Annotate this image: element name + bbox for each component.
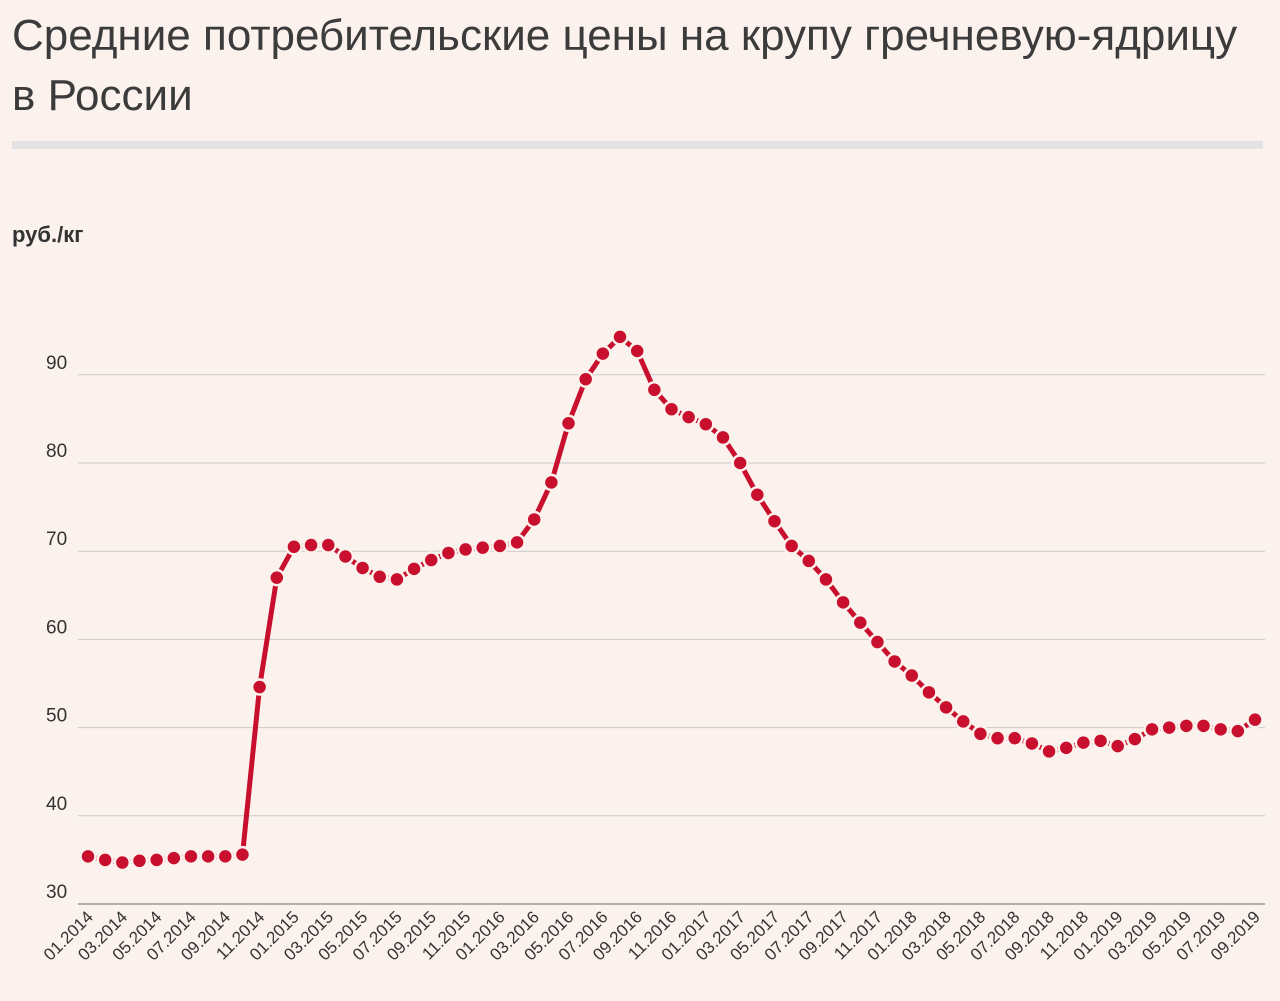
data-point-01.2018	[903, 666, 921, 685]
data-point-05.2018	[971, 725, 990, 743]
data-point-11.2016	[662, 400, 681, 418]
data-point-12.2015	[473, 538, 492, 557]
data-point-01.2016	[491, 537, 509, 555]
data-point-06.2017	[782, 537, 801, 555]
data-point-06.2015	[371, 568, 389, 586]
data-point-09.2014	[216, 847, 235, 866]
data-point-06.2019	[1194, 717, 1213, 735]
data-point-04.2015	[336, 547, 355, 566]
data-point-12.2014	[268, 568, 286, 587]
data-point-10.2018	[1057, 739, 1075, 757]
chart-title: Средние потребительские цены на крупу гр…	[12, 11, 1238, 120]
data-point-06.2016	[576, 370, 595, 388]
data-point-09.2015	[422, 551, 440, 569]
data-point-08.2019	[1229, 722, 1247, 740]
data-point-02.2014	[96, 851, 114, 869]
data-point-01.2014	[79, 847, 97, 866]
data-point-05.2014	[147, 851, 166, 869]
data-point-08.2018	[1023, 734, 1041, 753]
data-point-04.2019	[1160, 718, 1178, 737]
data-point-07.2019	[1211, 720, 1230, 739]
data-point-07.2015	[388, 570, 406, 589]
data-point-06.2014	[165, 849, 183, 867]
data-point-11.2018	[1074, 733, 1093, 752]
y-tick-label-90: 90	[46, 353, 67, 374]
data-point-03.2015	[319, 536, 338, 554]
data-point-10.2016	[645, 381, 664, 399]
data-point-09.2019	[1246, 710, 1264, 729]
data-point-08.2016	[611, 328, 629, 346]
x-axis-ticks: 01.201403.201405.201407.201409.201411.20…	[40, 907, 1264, 964]
data-point-05.2019	[1177, 717, 1196, 735]
data-point-08.2017	[817, 570, 835, 589]
data-point-04.2014	[130, 852, 149, 870]
data-point-02.2018	[920, 683, 938, 702]
data-point-01.2015	[285, 538, 303, 556]
data-point-05.2017	[765, 512, 784, 530]
data-point-05.2015	[353, 559, 372, 577]
data-point-02.2017	[714, 428, 732, 447]
title-divider	[12, 141, 1263, 149]
data-point-07.2014	[182, 847, 200, 866]
data-point-06.2018	[988, 729, 1007, 747]
data-point-10.2015	[439, 544, 458, 562]
data-point-09.2018	[1040, 742, 1058, 761]
data-point-05.2016	[559, 414, 578, 433]
gridlines	[78, 374, 1265, 905]
data-point-07.2016	[594, 344, 612, 363]
y-tick-label-70: 70	[46, 529, 67, 550]
y-tick-label-60: 60	[46, 617, 67, 638]
data-point-07.2017	[800, 552, 818, 570]
data-point-10.2017	[851, 613, 870, 632]
y-tick-label-40: 40	[46, 794, 67, 815]
y-tick-label-30: 30	[46, 882, 67, 903]
data-point-04.2017	[748, 486, 767, 504]
data-point-02.2016	[508, 533, 526, 552]
data-point-03.2017	[731, 454, 749, 472]
data-point-03.2014	[113, 853, 132, 872]
data-point-04.2016	[542, 473, 561, 492]
y-axis-ticks: 30 40 50 60 70 80 90	[46, 353, 67, 903]
data-point-11.2015	[456, 540, 475, 559]
series-points	[79, 328, 1264, 872]
data-point-10.2014	[233, 845, 252, 864]
data-point-01.2019	[1108, 737, 1127, 755]
data-point-03.2019	[1143, 720, 1161, 739]
data-point-09.2016	[628, 342, 646, 360]
data-point-08.2015	[405, 560, 423, 578]
data-point-07.2018	[1005, 729, 1024, 747]
data-point-11.2017	[868, 633, 887, 651]
data-point-12.2017	[885, 652, 904, 671]
data-point-02.2019	[1126, 730, 1144, 748]
data-point-02.2015	[302, 536, 320, 554]
data-point-08.2014	[199, 847, 217, 866]
data-point-03.2016	[525, 510, 543, 529]
y-tick-label-50: 50	[46, 706, 67, 727]
data-point-12.2018	[1091, 732, 1110, 750]
data-point-03.2018	[937, 698, 955, 717]
data-point-09.2017	[834, 593, 852, 612]
data-point-11.2014	[250, 678, 269, 696]
y-tick-label-80: 80	[46, 441, 67, 462]
data-point-01.2017	[697, 415, 715, 433]
data-point-04.2018	[954, 712, 972, 731]
data-point-12.2016	[679, 408, 698, 426]
y-axis-unit-label: руб./кг	[12, 222, 84, 247]
